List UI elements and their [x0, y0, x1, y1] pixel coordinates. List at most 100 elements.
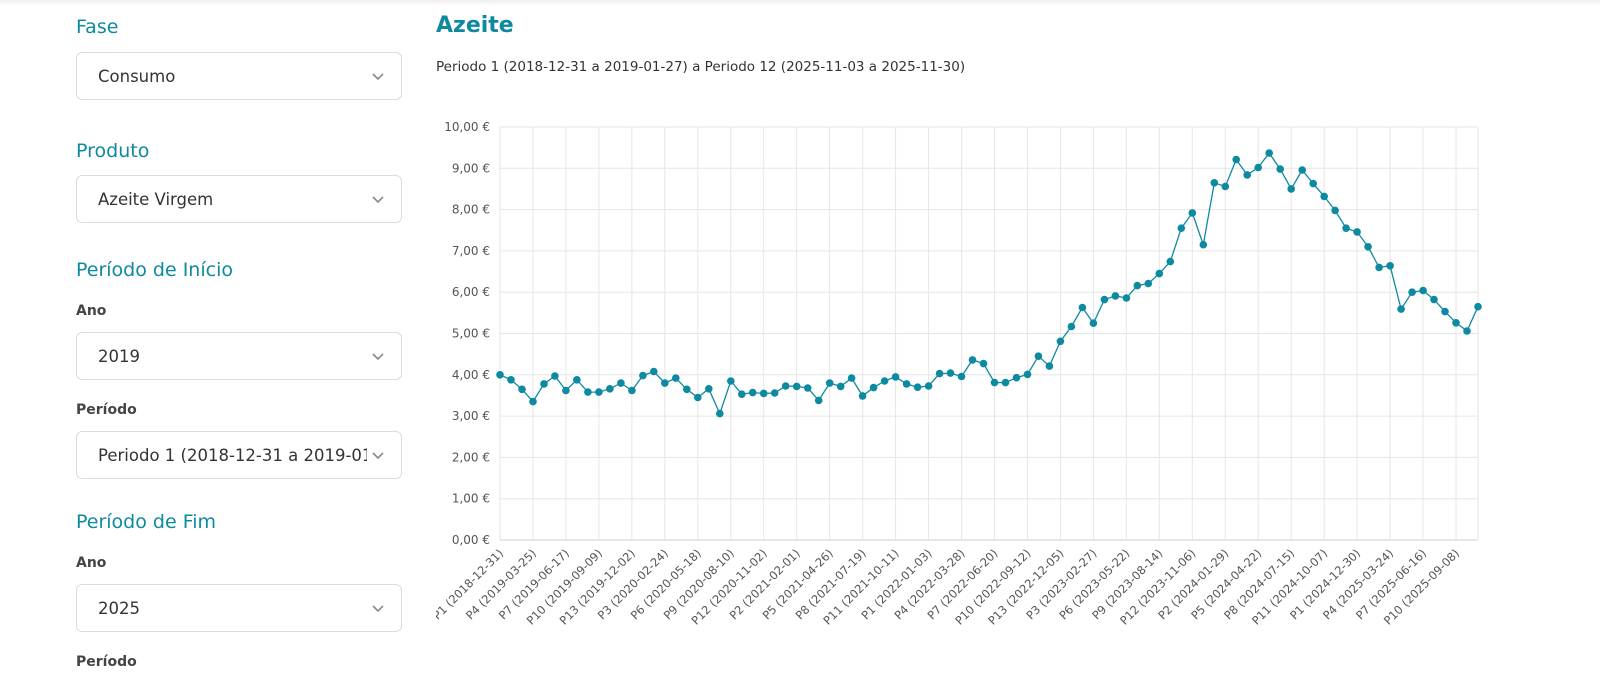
data-point: [1089, 319, 1098, 328]
x-axis-ticks: P1 (2018-12-31)P4 (2019-03-25)P7 (2019-0…: [436, 546, 1462, 627]
data-point: [1232, 155, 1240, 164]
data-point: [661, 379, 669, 387]
y-tick-label: 7,00 €: [452, 244, 490, 258]
data-point: [1408, 288, 1416, 297]
fase-select[interactable]: Consumo: [76, 52, 402, 100]
data-point: [1067, 322, 1076, 331]
data-point: [1353, 228, 1361, 236]
inicio-ano-select[interactable]: 2019: [76, 332, 402, 380]
data-point: [595, 388, 603, 396]
inicio-periodo-select[interactable]: Periodo 1 (2018-12-31 a 2019-01-27): [76, 431, 402, 479]
chevron-down-icon: [372, 353, 384, 361]
data-point: [540, 380, 548, 388]
data-point: [902, 380, 911, 388]
inicio-title: Período de Início: [76, 259, 233, 281]
data-point: [738, 390, 746, 399]
data-point: [825, 379, 834, 387]
data-point: [836, 382, 845, 391]
data-point: [880, 377, 889, 385]
chart-grid: [499, 126, 1479, 541]
data-point: [1188, 209, 1197, 217]
data-point: [1375, 263, 1383, 272]
data-point: [507, 376, 515, 384]
data-point: [529, 397, 537, 406]
data-point: [1111, 292, 1120, 300]
data-point: [935, 369, 944, 378]
data-point: [869, 383, 878, 392]
data-point: [716, 409, 724, 418]
produto-select[interactable]: Azeite Virgem: [76, 175, 402, 223]
data-point: [1155, 269, 1164, 278]
data-point: [924, 382, 933, 390]
inicio-ano-label: Ano: [76, 303, 107, 319]
y-tick-label: 8,00 €: [452, 203, 490, 217]
data-point: [1012, 373, 1021, 382]
data-point: [1265, 149, 1273, 157]
data-point: [1056, 337, 1065, 346]
data-point: [551, 372, 559, 380]
fase-title: Fase: [76, 16, 119, 38]
data-point: [759, 389, 768, 398]
y-tick-label: 10,00 €: [444, 120, 490, 134]
data-point: [1331, 206, 1339, 215]
series-points: [496, 149, 1482, 418]
data-point: [1034, 352, 1043, 361]
data-point: [628, 386, 636, 395]
data-point: [946, 369, 955, 377]
data-point: [1045, 362, 1054, 370]
data-point: [1430, 295, 1438, 304]
data-point: [1364, 243, 1372, 251]
fim-title: Período de Fim: [76, 511, 217, 533]
data-point: [968, 356, 977, 364]
data-point: [1122, 294, 1131, 302]
data-point: [1199, 240, 1208, 249]
top-shadow: [0, 0, 1600, 6]
data-point: [1078, 303, 1087, 312]
data-point: [1023, 370, 1032, 379]
data-point: [1298, 166, 1306, 174]
data-point: [727, 377, 735, 385]
data-point: [705, 385, 713, 393]
y-tick-label: 3,00 €: [452, 409, 490, 423]
data-point: [617, 379, 625, 387]
chart-panel: Azeite Periodo 1 (2018-12-31 a 2019-01-2…: [436, 0, 1536, 682]
data-point: [650, 367, 658, 376]
data-point: [1463, 327, 1471, 335]
data-point: [1177, 224, 1186, 232]
data-point: [606, 385, 614, 393]
data-point: [496, 371, 504, 379]
inicio-periodo-label: Período: [76, 402, 137, 418]
data-point: [672, 374, 680, 382]
data-point: [847, 374, 856, 382]
data-point: [1320, 192, 1328, 201]
chevron-down-icon: [372, 73, 384, 81]
data-point: [1419, 286, 1427, 295]
data-point: [1287, 185, 1295, 193]
data-point: [562, 386, 570, 395]
fim-periodo-label: Período: [76, 654, 137, 670]
data-point: [858, 392, 867, 400]
data-point: [913, 383, 922, 392]
inicio-ano-value: 2019: [98, 346, 140, 366]
data-point: [990, 378, 999, 387]
data-point: [1309, 179, 1317, 188]
data-point: [792, 382, 801, 391]
data-point: [1254, 163, 1262, 172]
data-point: [1474, 302, 1482, 311]
data-point: [803, 384, 812, 392]
fim-ano-select[interactable]: 2025: [76, 584, 402, 632]
data-point: [1452, 319, 1460, 327]
data-point: [1133, 281, 1142, 290]
data-point: [1100, 295, 1109, 304]
data-point: [1397, 305, 1405, 313]
price-line-chart: 0,00 € 1,00 € 2,00 € 3,00 € 4,00 € 5,00 € 6,00…: [436, 120, 1482, 628]
data-point: [1441, 307, 1449, 316]
data-point: [1001, 378, 1010, 387]
data-point: [1166, 257, 1175, 266]
produto-value: Azeite Virgem: [98, 189, 214, 209]
y-tick-label: 2,00 €: [452, 450, 490, 464]
produto-title: Produto: [76, 140, 150, 162]
inicio-periodo-value: Periodo 1 (2018-12-31 a 2019-01-27): [98, 445, 367, 465]
chevron-down-icon: [372, 605, 384, 613]
data-point: [1276, 165, 1284, 173]
